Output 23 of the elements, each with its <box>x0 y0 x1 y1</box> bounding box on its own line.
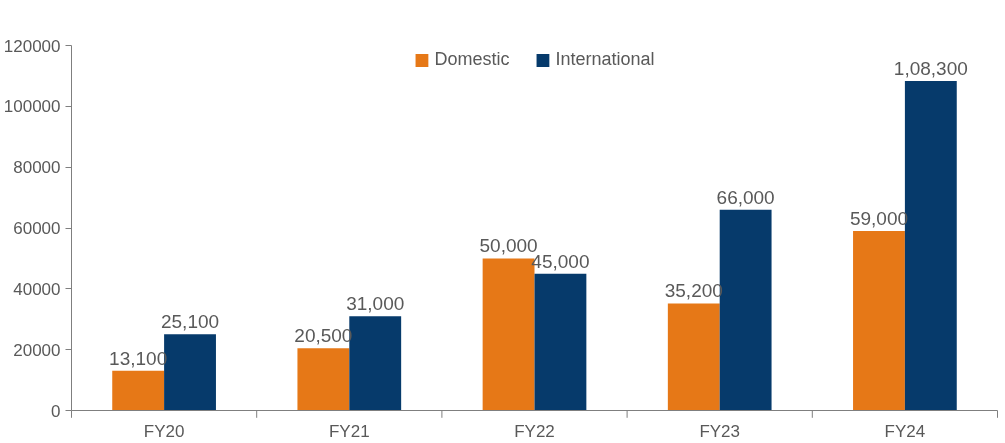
bar <box>112 370 165 411</box>
x-tick-label: FY23 <box>699 421 741 441</box>
y-tick-label: 20000 <box>13 340 61 360</box>
x-tick-label: FY22 <box>514 421 555 441</box>
data-label: 25,100 <box>160 311 220 333</box>
y-tick-label: 80000 <box>13 158 61 178</box>
data-label: 1,08,300 <box>893 58 968 80</box>
bar <box>667 303 720 411</box>
data-label: 66,000 <box>716 186 775 208</box>
bar <box>853 231 905 411</box>
bar <box>534 273 587 411</box>
legend-label: Domestic <box>434 49 510 70</box>
data-label: 31,000 <box>346 293 405 315</box>
legend-label: International <box>555 49 655 70</box>
y-tick-label: 120000 <box>3 36 61 56</box>
y-tick-label: 40000 <box>13 279 61 299</box>
y-tick-label: 60000 <box>13 219 61 238</box>
x-tick-label: FY20 <box>143 421 185 441</box>
y-tick-label: 0 <box>51 401 61 421</box>
x-tick-label: FY24 <box>884 421 926 441</box>
bar <box>297 348 350 411</box>
x-tick-label: FY21 <box>328 421 370 441</box>
y-tick-label: 100000 <box>3 97 61 117</box>
